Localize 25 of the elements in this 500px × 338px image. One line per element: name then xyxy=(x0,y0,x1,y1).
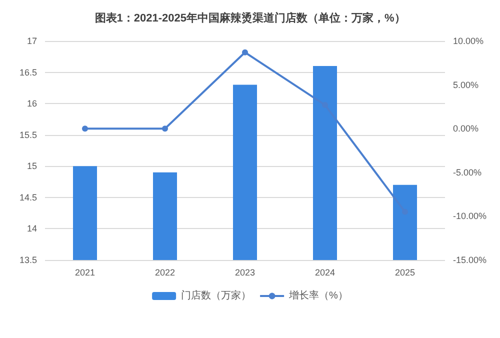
point xyxy=(162,126,168,132)
y2-tick-label: -15.00% xyxy=(453,255,487,265)
point xyxy=(82,126,88,132)
y2-tick-label: 5.00% xyxy=(453,80,479,90)
y2-tick-label: -5.00% xyxy=(453,167,482,178)
y2-tick-label: 0.00% xyxy=(453,124,479,134)
y-tick-label: 15.5 xyxy=(19,130,37,140)
x-tick-label: 2022 xyxy=(154,268,176,278)
y-tick-label: 14 xyxy=(26,224,37,234)
y-tick-label: 14.5 xyxy=(19,192,37,202)
legend-label: 增长率（%） xyxy=(288,290,348,302)
y-tick-label: 13.5 xyxy=(19,255,37,265)
y2-tick-label: 10.00% xyxy=(453,36,484,46)
chart-title: 图表1：2021-2025年中国麻辣烫渠道门店数（单位：万家，%） xyxy=(94,12,406,24)
y-tick-label: 16 xyxy=(26,98,37,109)
y2-tick-label: -10.00% xyxy=(453,211,487,222)
x-tick-label: 2021 xyxy=(74,268,96,278)
x-tick-label: 2023 xyxy=(234,268,256,278)
point xyxy=(242,49,248,56)
y-tick-label: 16.5 xyxy=(19,67,37,78)
x-tick-label: 2025 xyxy=(394,268,416,278)
x-tick-label: 2024 xyxy=(314,268,336,278)
legend-label: 门店数（万家） xyxy=(181,290,252,302)
y-tick-label: 15 xyxy=(26,161,37,172)
y-tick-label: 17 xyxy=(26,36,37,46)
